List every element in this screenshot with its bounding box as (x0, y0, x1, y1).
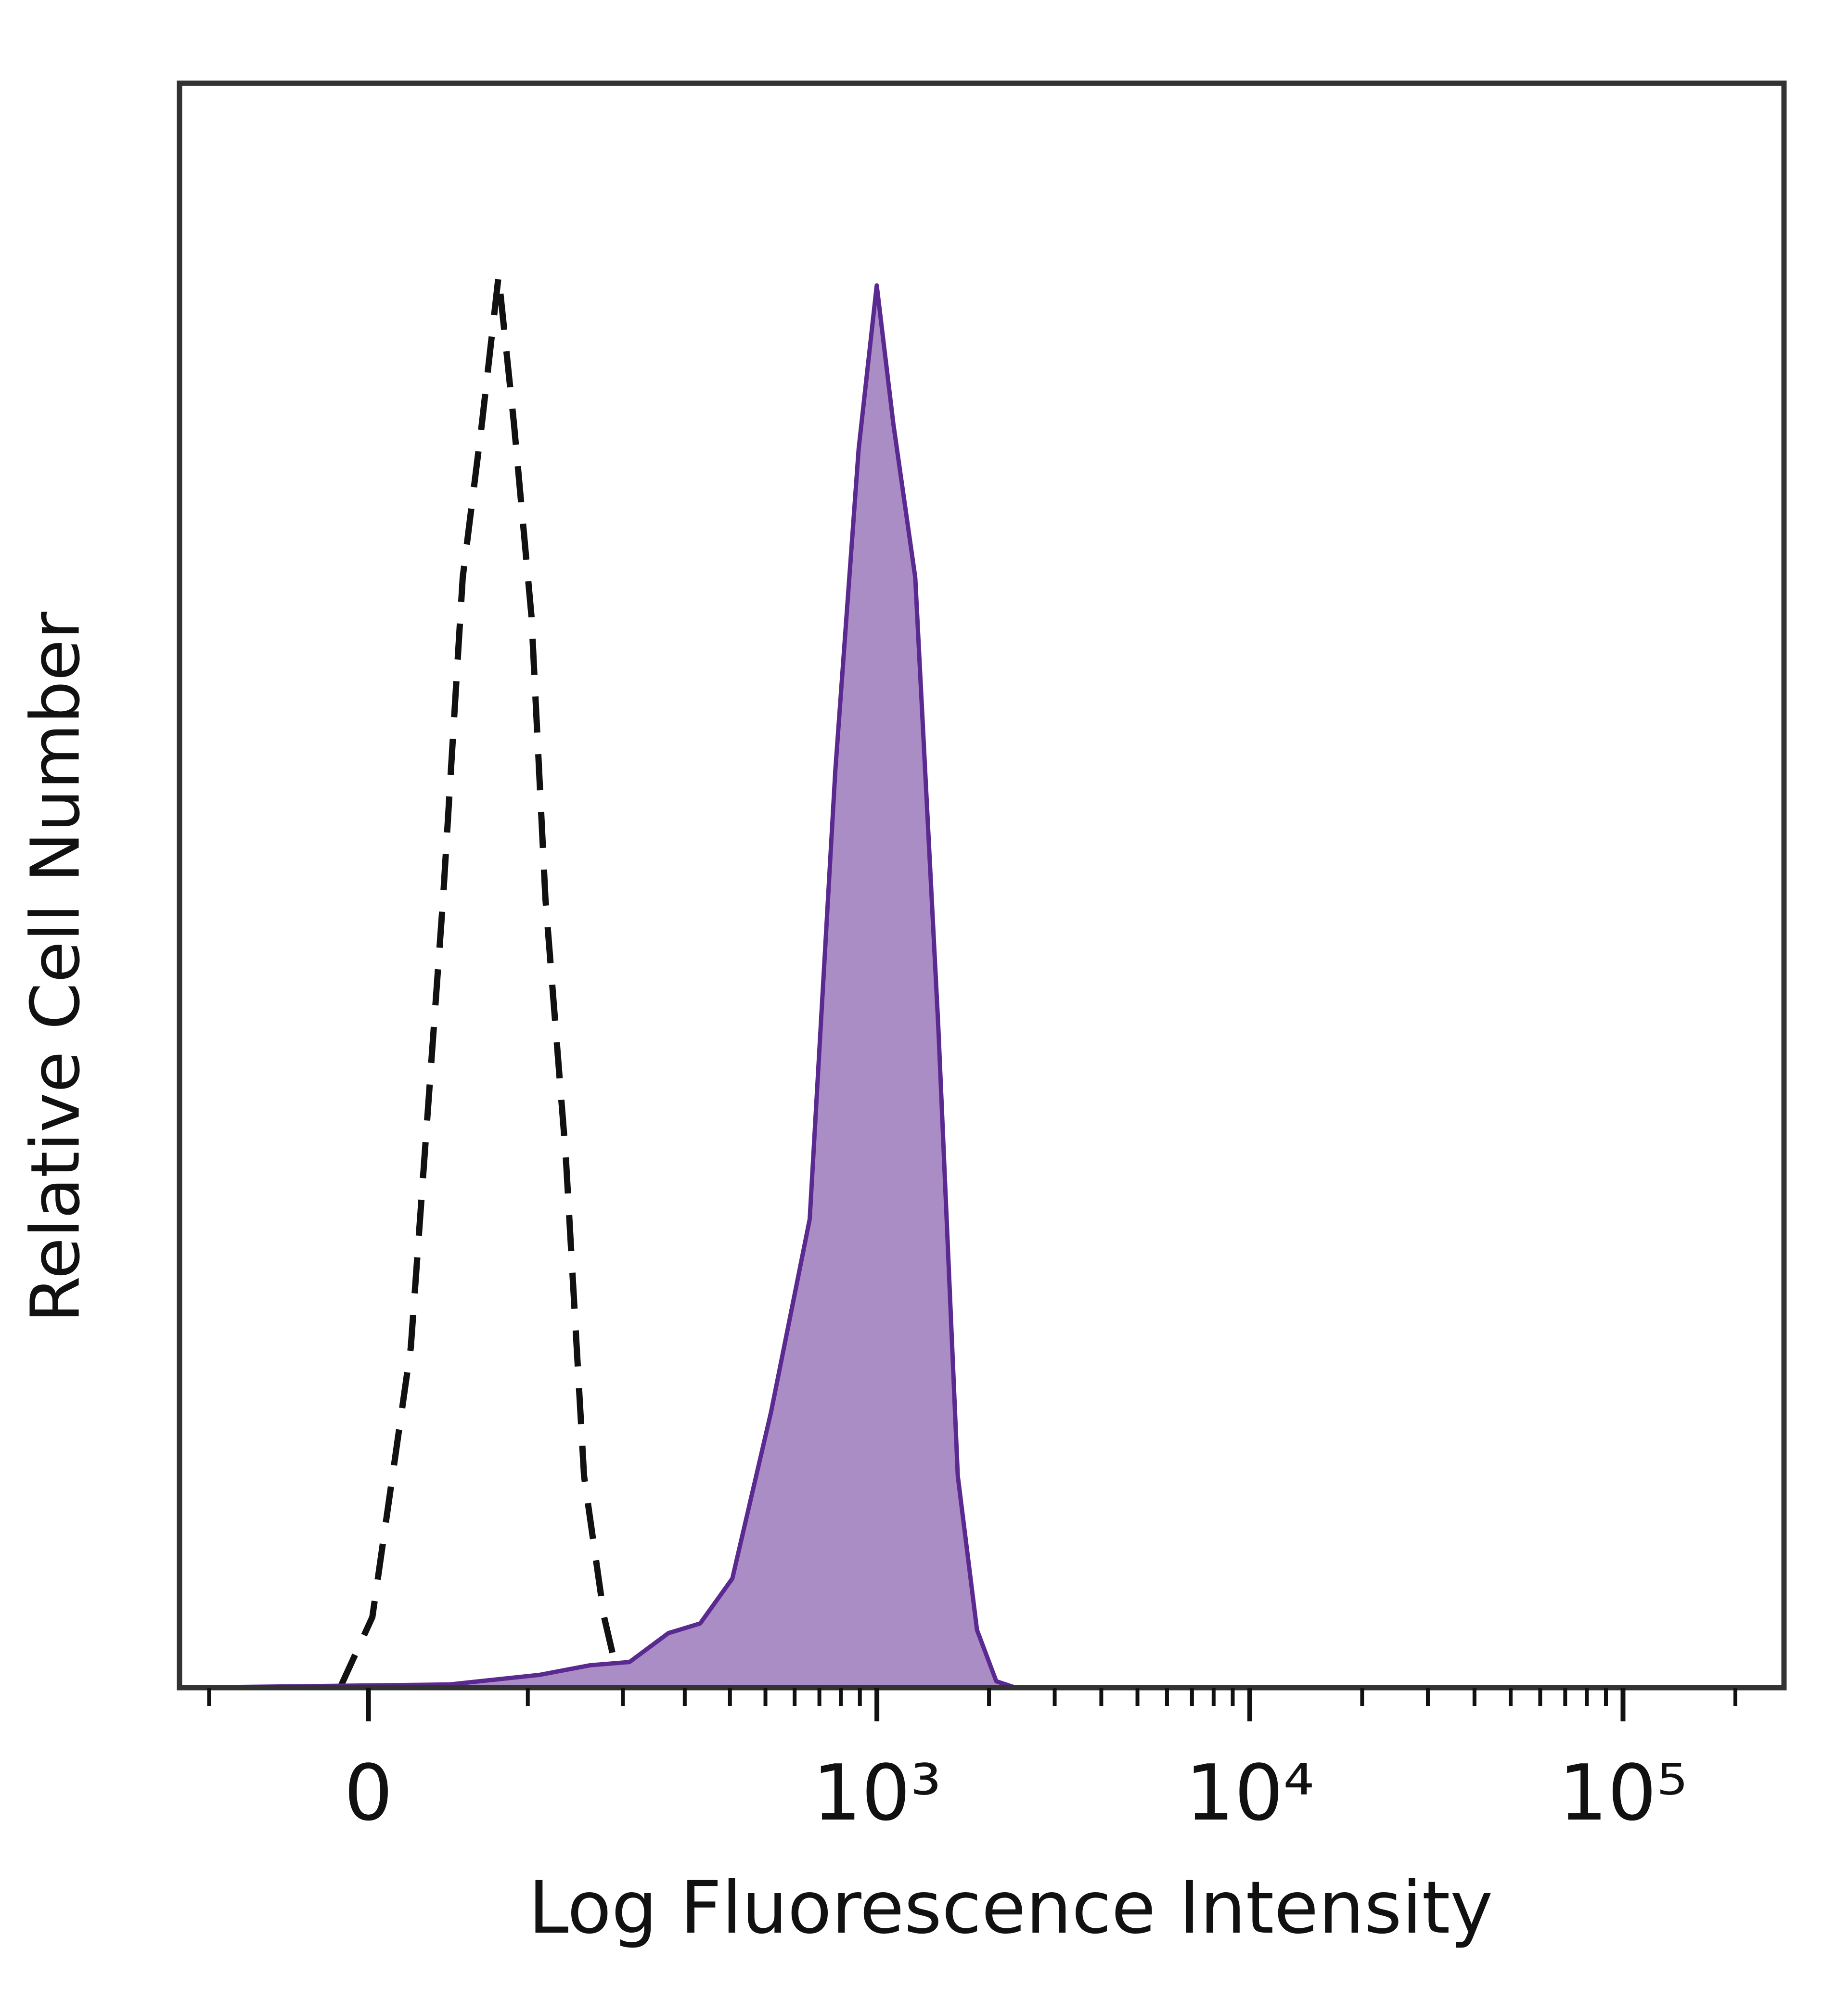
x-tick-label: 10⁵ (1559, 1748, 1688, 1838)
histogram-line (337, 272, 632, 1690)
x-tick-label: 10³ (812, 1748, 941, 1838)
histogram-fill (180, 285, 1784, 1688)
x-tick-label: 10⁴ (1185, 1748, 1314, 1838)
y-axis-label: Relative Cell Number (17, 612, 95, 1323)
x-axis-label: Log Fluorescence Intensity (528, 1866, 1493, 1950)
plot-frame (177, 80, 1787, 1691)
x-tick-label: 0 (344, 1748, 393, 1838)
histogram-line (179, 283, 1784, 1690)
